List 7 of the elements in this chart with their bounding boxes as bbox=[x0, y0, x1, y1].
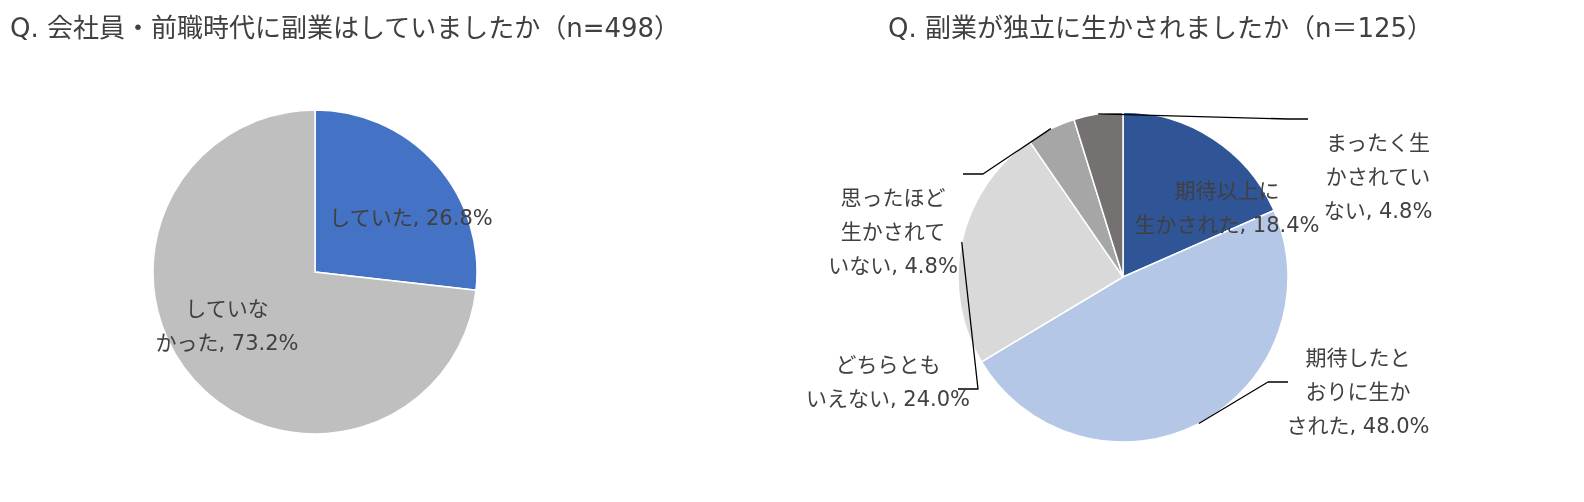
slice-label: まったく生かされていない, 4.8% bbox=[1323, 131, 1433, 223]
chart-title: Q. 会社員・前職時代に副業はしていましたか（n=498） bbox=[9, 12, 681, 45]
slice-label: 思ったほど生かされていない, 4.8% bbox=[828, 186, 958, 278]
slice-label: 期待したとおりに生かされた, 48.0% bbox=[1286, 346, 1430, 438]
slice-label: どちらともいえない, 24.0% bbox=[805, 353, 971, 411]
chart-title: Q. 副業が独立に生かされましたか（n＝125） bbox=[888, 13, 1434, 43]
slice-label: していなかった, 73.2% bbox=[155, 296, 299, 355]
